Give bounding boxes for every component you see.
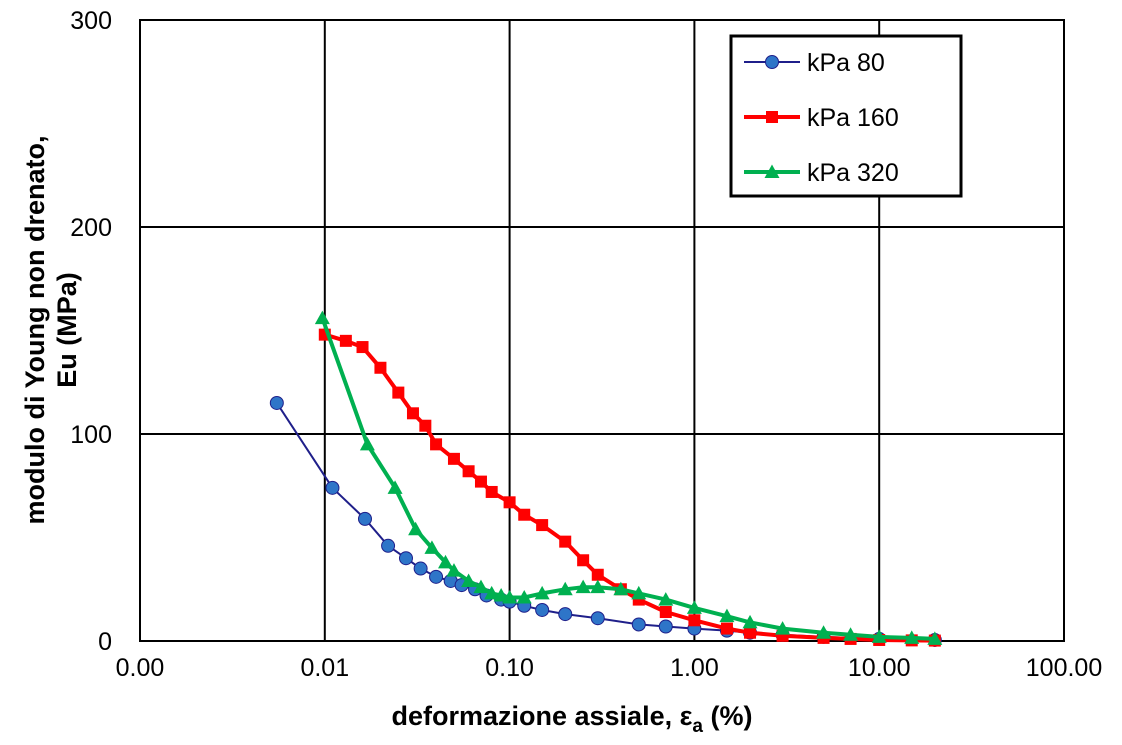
series-line xyxy=(275,402,935,641)
x-axis-title-main: deformazione assiale, ε xyxy=(391,701,692,731)
legend-marker xyxy=(764,164,780,178)
data-point xyxy=(686,600,702,614)
data-point xyxy=(392,386,405,399)
data-point xyxy=(904,630,920,644)
y-axis-title-group: modulo di Young non drenato, Eu (MPa) xyxy=(20,136,82,525)
x-axis-title: deformazione assiale, εa (%) xyxy=(391,701,752,737)
data-point xyxy=(719,608,735,623)
data-point xyxy=(744,626,757,639)
data-point xyxy=(357,511,372,526)
x-axis-title-suffix: (%) xyxy=(703,701,753,731)
data-point xyxy=(447,452,460,465)
data-point xyxy=(559,535,572,548)
data-point xyxy=(816,625,832,639)
data-point xyxy=(446,563,462,577)
y-axis-title-line2: Eu (MPa) xyxy=(52,272,82,388)
data-point xyxy=(775,621,791,635)
data-point xyxy=(374,361,387,374)
x-tick-label: 10.00 xyxy=(848,654,911,682)
data-point xyxy=(413,561,428,576)
data-point xyxy=(430,438,443,451)
legend-entry: kPa 320 xyxy=(744,159,899,187)
series-layer xyxy=(269,310,943,647)
data-point xyxy=(493,587,509,602)
data-point xyxy=(461,573,477,587)
data-point xyxy=(408,521,424,536)
data-point xyxy=(631,617,646,632)
data-point xyxy=(269,395,284,410)
data-point xyxy=(516,590,532,604)
data-point xyxy=(473,579,489,594)
data-point xyxy=(575,579,591,594)
legend-marker xyxy=(766,111,778,123)
data-point xyxy=(591,568,604,581)
data-point xyxy=(535,602,550,617)
y-tick-label: 100 xyxy=(70,421,112,449)
legend-entry: kPa 160 xyxy=(744,104,899,132)
x-tick-label: 1.00 xyxy=(670,654,719,682)
data-point xyxy=(381,538,396,553)
data-point xyxy=(927,631,943,645)
data-point xyxy=(688,614,701,627)
data-point xyxy=(429,569,444,584)
data-point xyxy=(359,436,375,451)
y-tick-label: 0 xyxy=(98,628,112,656)
legend-label: kPa 80 xyxy=(807,49,885,77)
series-3 xyxy=(314,310,943,645)
data-point xyxy=(659,606,672,619)
plot-area-frame xyxy=(139,19,1065,642)
data-point xyxy=(314,310,330,325)
legend: kPa 80 kPa 160 kPa 320 xyxy=(729,34,963,198)
y-tick-labels: 0 100 200 300 xyxy=(70,7,112,656)
series-2 xyxy=(318,328,941,647)
data-point xyxy=(557,581,573,596)
data-point xyxy=(503,496,516,509)
data-point xyxy=(484,585,500,600)
x-tick-label: 100.00 xyxy=(1026,654,1102,682)
legend-entry: kPa 80 xyxy=(744,49,885,77)
y-tick-label: 200 xyxy=(70,214,112,242)
data-point xyxy=(534,585,550,600)
data-point xyxy=(590,579,606,594)
data-point xyxy=(742,614,758,629)
data-point xyxy=(658,592,674,606)
data-point xyxy=(474,475,487,488)
data-point xyxy=(502,590,518,604)
data-point xyxy=(419,419,432,432)
data-point xyxy=(536,519,549,532)
data-point xyxy=(613,581,629,596)
x-tick-label: 0.01 xyxy=(300,654,349,682)
data-point xyxy=(871,629,887,643)
data-point xyxy=(387,480,403,494)
data-point xyxy=(658,619,673,634)
data-point xyxy=(485,485,498,498)
series-line xyxy=(320,317,935,641)
data-point xyxy=(720,622,733,635)
series-line xyxy=(324,332,935,643)
data-point xyxy=(325,480,340,495)
legend-label: kPa 320 xyxy=(807,159,899,187)
data-point xyxy=(843,627,859,641)
y-axis-title-line1: modulo di Young non drenato, xyxy=(20,136,50,525)
data-point xyxy=(577,554,590,567)
x-tick-label: 0.10 xyxy=(485,654,534,682)
data-point xyxy=(558,607,573,622)
data-point xyxy=(590,611,605,626)
y-tick-label: 300 xyxy=(70,7,112,35)
data-point xyxy=(631,585,647,600)
data-point xyxy=(406,407,419,420)
x-tick-label: 0.00 xyxy=(116,654,165,682)
legend-marker xyxy=(765,55,779,69)
x-axis-title-subscript: a xyxy=(692,716,703,737)
data-point xyxy=(438,554,454,569)
data-point xyxy=(518,508,531,521)
data-point xyxy=(462,465,475,478)
legend-label: kPa 160 xyxy=(807,104,899,132)
data-point xyxy=(356,341,369,354)
x-tick-labels: 0.00 0.01 0.10 1.00 10.00 100.00 xyxy=(116,654,1103,682)
data-point xyxy=(424,540,440,554)
data-point xyxy=(398,551,413,566)
data-point xyxy=(339,334,352,347)
